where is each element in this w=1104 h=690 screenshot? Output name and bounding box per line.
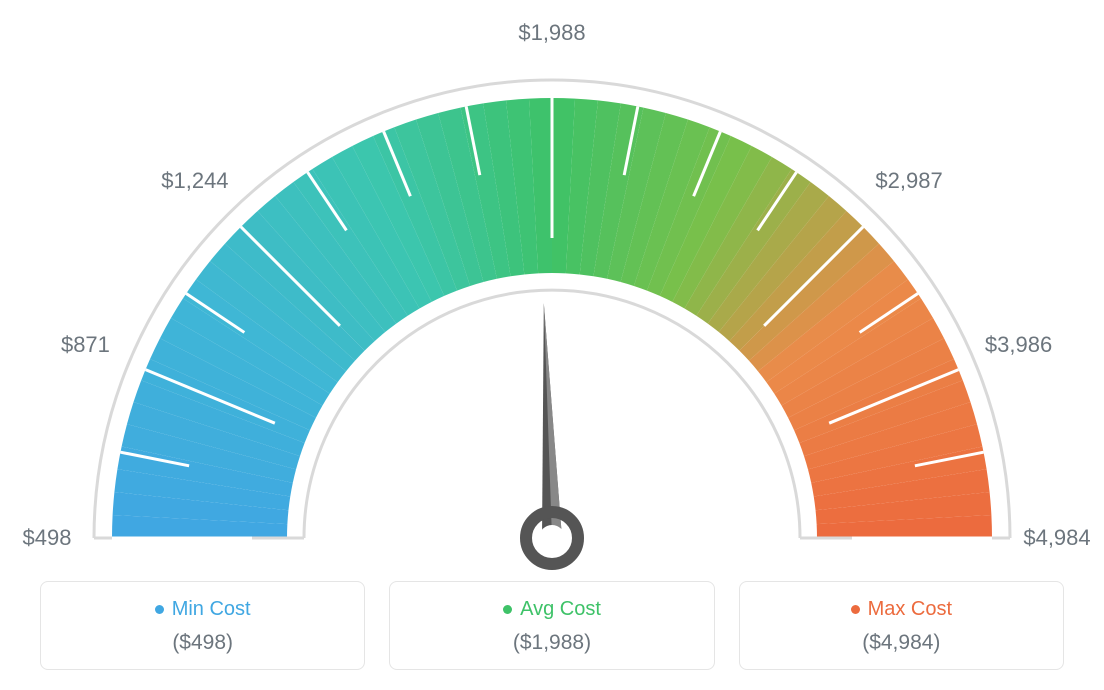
legend-min-title: Min Cost [155,598,251,621]
gauge-tick-label: $498 [23,525,72,551]
gauge-chart-container: $498 $871 $1,244 $1,988 $2,987 $3,986 $4,984 M… [0,0,1104,690]
legend-min-label: Min Cost [172,598,251,621]
legend-max-label: Max Cost [868,598,952,621]
gauge-tick-label: $3,986 [985,332,1052,358]
gauge-tick-label: $1,988 [518,20,585,46]
gauge-tick-label: $2,987 [875,168,942,194]
gauge-area: $498 $871 $1,244 $1,988 $2,987 $3,986 $4,984 [0,0,1104,580]
legend-min-cost: Min Cost ($498) [40,581,365,670]
dot-icon [155,605,164,614]
legend-max-cost: Max Cost ($4,984) [739,581,1064,670]
legend-avg-label: Avg Cost [520,598,601,621]
legend-avg-title: Avg Cost [503,598,601,621]
legend-min-value: ($498) [51,631,354,655]
gauge-tick-label: $4,984 [1023,525,1090,551]
dot-icon [503,605,512,614]
dot-icon [851,605,860,614]
legend-avg-cost: Avg Cost ($1,988) [389,581,714,670]
gauge-svg [0,0,1104,580]
legend-row: Min Cost ($498) Avg Cost ($1,988) Max Co… [0,581,1104,670]
legend-max-title: Max Cost [851,598,952,621]
legend-avg-value: ($1,988) [400,631,703,655]
gauge-tick-label: $871 [61,332,110,358]
gauge-tick-label: $1,244 [161,168,228,194]
legend-max-value: ($4,984) [750,631,1053,655]
